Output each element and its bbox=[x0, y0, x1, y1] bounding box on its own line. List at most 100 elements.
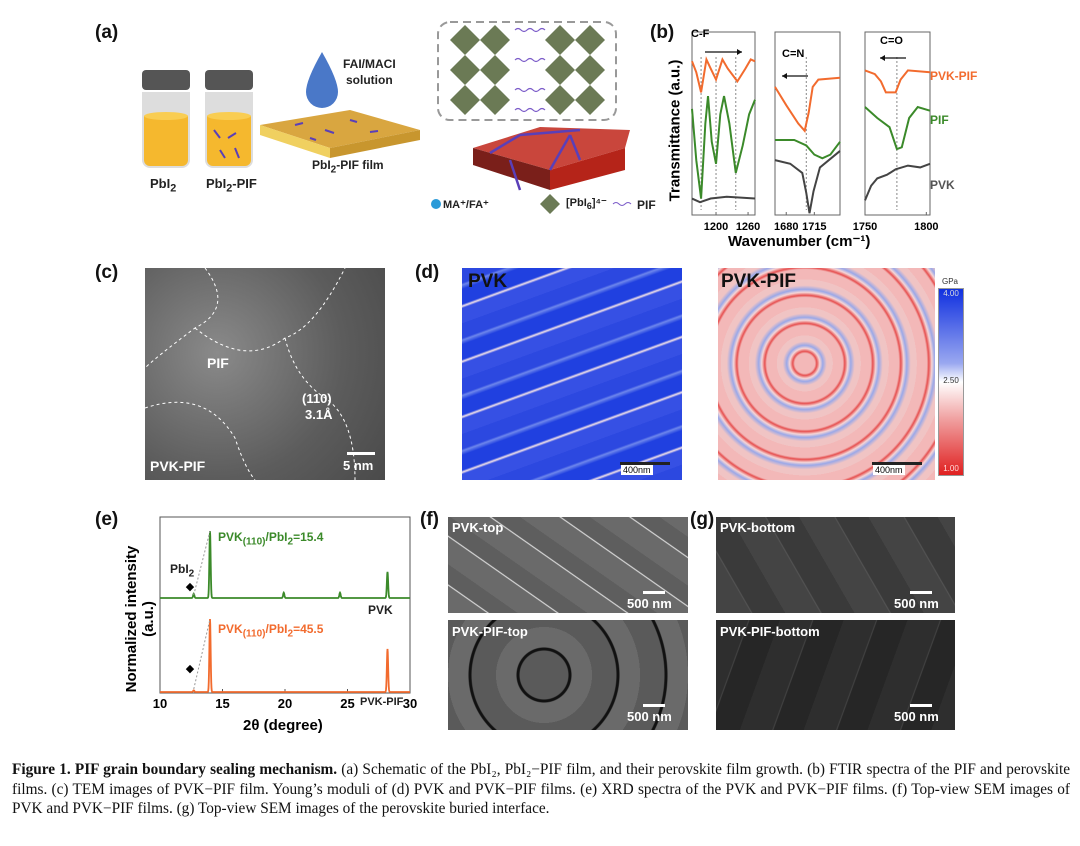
colorbar-unit: GPa bbox=[941, 277, 958, 286]
sem-f-scale-top: 500 nm bbox=[627, 596, 672, 611]
sem-g-scale-top: 500 nm bbox=[894, 596, 939, 611]
xrd-tick-label: 25 bbox=[340, 696, 354, 711]
panel-e-label: (e) bbox=[95, 509, 119, 530]
sem-f-top-label: PVK-top bbox=[452, 520, 504, 535]
afm-scale-bar-right bbox=[872, 462, 922, 465]
octahedron-icon bbox=[540, 194, 560, 214]
xrd-ratio-pvk: PVK(110)/PbI2=15.4 bbox=[218, 530, 324, 548]
schematic-a bbox=[142, 21, 632, 214]
sem-pvk-top bbox=[448, 517, 688, 613]
ftir-series-pif bbox=[864, 105, 931, 151]
colorbar bbox=[938, 288, 964, 476]
colorbar-min: 1.00 bbox=[943, 464, 959, 473]
xrd-y-axis-label: Normalized intensity (a.u.) bbox=[123, 545, 157, 693]
panel-c-label: (c) bbox=[95, 262, 119, 283]
ftir-arrow-head bbox=[880, 55, 885, 61]
afm-scale-bar-left bbox=[620, 462, 670, 465]
xrd-series-label-pvk-pif: PVK-PIF bbox=[360, 696, 404, 708]
ftir-series-pvk-pif bbox=[774, 76, 841, 133]
legend-pif: PIF bbox=[637, 198, 656, 212]
tem-pif-label: PIF bbox=[207, 355, 229, 371]
xrd-ratio-guide bbox=[193, 618, 211, 690]
sem-g-scale-bottom: 500 nm bbox=[894, 709, 939, 724]
sem-f-scale-bar-top bbox=[643, 591, 665, 594]
vial1-label: PbI2 bbox=[150, 176, 177, 195]
tem-scale-bar bbox=[347, 452, 375, 455]
sem-pvk-pif-top bbox=[448, 620, 688, 730]
ftir-chart: 1200 1260 C-F 1680 1715 C=N 1750 1800 C=O bbox=[691, 28, 939, 233]
xrd-ratio-guide bbox=[193, 530, 211, 596]
tem-spacing-label: 3.1Å bbox=[305, 407, 333, 422]
xrd-pbi2-marker: ◆ bbox=[186, 581, 195, 593]
afm-map-pvk bbox=[462, 268, 682, 480]
ftir-legend-pif: PIF bbox=[930, 113, 949, 127]
ftir-window-frame bbox=[691, 31, 756, 216]
ftir-series-pvk bbox=[691, 195, 756, 204]
xrd-pbi2-marker: ◆ bbox=[186, 663, 195, 675]
xrd-series-pvk bbox=[160, 530, 410, 599]
ftir-tick-label: 1680 bbox=[774, 221, 798, 233]
film-label: PbI2-PIF film bbox=[312, 158, 384, 176]
perovskite-block bbox=[473, 127, 630, 191]
ftir-series-pvk-pif bbox=[864, 69, 931, 94]
xrd-tick-label: 20 bbox=[278, 696, 292, 711]
sem-g-scale-bar-top bbox=[910, 591, 932, 594]
xrd-tick-label: 30 bbox=[403, 696, 417, 711]
panel-b-label: (b) bbox=[650, 22, 675, 43]
panel-g-label: (g) bbox=[690, 509, 715, 530]
legend-cation: MA⁺/FA⁺ bbox=[443, 199, 489, 211]
tem-scale-label: 5 nm bbox=[343, 458, 374, 473]
ftir-legend-pvk-pif: PVK-PIF bbox=[930, 69, 978, 83]
ftir-window-frame bbox=[864, 31, 931, 216]
afm-pvk-title: PVK bbox=[468, 271, 508, 292]
colorbar-mid: 2.50 bbox=[943, 376, 959, 385]
xrd-series-label-pvk: PVK bbox=[368, 603, 393, 617]
crystal-structure-box bbox=[437, 21, 617, 121]
xrd-ratio-pvk-pif: PVK(110)/PbI2=45.5 bbox=[218, 622, 324, 640]
colorbar-max: 4.00 bbox=[943, 289, 959, 298]
vial2-label: PbI2-PIF bbox=[206, 176, 257, 195]
tem-sample-label: PVK-PIF bbox=[150, 458, 206, 474]
sem-g-scale-bar-bottom bbox=[910, 704, 932, 707]
octahedra bbox=[450, 25, 605, 115]
afm-scale-label-right: 400nm bbox=[873, 465, 905, 475]
ftir-tick-label: 1750 bbox=[853, 221, 877, 233]
tem-plane-label: (110) bbox=[302, 391, 332, 406]
xrd-chart: 10 15 20 25 30 ◆ ◆ bbox=[153, 516, 417, 711]
afm-map-pvk-pif bbox=[718, 268, 935, 480]
panel-a-label: (a) bbox=[95, 22, 119, 43]
pif-icon bbox=[612, 202, 632, 206]
afm-pvk-pif-title: PVK-PIF bbox=[721, 271, 796, 292]
ftir-series-pvk bbox=[864, 162, 931, 201]
vial-pbi2-pif bbox=[205, 70, 253, 168]
xrd-series-pvk-pif bbox=[160, 618, 410, 693]
drop-icon bbox=[306, 52, 338, 108]
xrd-x-axis-label: 2θ (degree) bbox=[243, 717, 323, 734]
ftir-annotation: C=N bbox=[782, 48, 804, 60]
ftir-series-pif bbox=[775, 138, 841, 160]
sem-g-top-label: PVK-bottom bbox=[720, 520, 796, 535]
ftir-tick-label: 1800 bbox=[914, 221, 938, 233]
ftir-arrow-head bbox=[737, 49, 742, 55]
sem-g-bottom-label: PVK-PIF-bottom bbox=[720, 624, 820, 639]
ftir-series-pvk-pif bbox=[691, 56, 756, 93]
ftir-window-frame bbox=[774, 31, 841, 216]
ftir-tick-label: 1260 bbox=[736, 221, 760, 233]
xrd-pbi2-label: PbI2 bbox=[170, 562, 195, 580]
sem-pvk-pif-bottom bbox=[716, 620, 955, 730]
caption-lead: Figure 1. PIF grain boundary sealing mec… bbox=[12, 761, 338, 778]
tem-image bbox=[145, 268, 385, 480]
panel-d-label: (d) bbox=[415, 262, 440, 283]
sem-f-scale-bar-bottom bbox=[643, 704, 665, 707]
caption-body: (a) Schematic of the PbI₂, PbI₂−PIF film… bbox=[12, 761, 1071, 817]
ftir-tick-label: 1200 bbox=[704, 221, 728, 233]
pbi2-pif-film bbox=[260, 110, 420, 158]
ftir-x-axis-label: Wavenumber (cm⁻¹) bbox=[728, 233, 871, 250]
figure-caption: Figure 1. PIF grain boundary sealing mec… bbox=[12, 760, 1070, 819]
ftir-legend-pvk: PVK bbox=[930, 178, 955, 192]
legend-octahedron: [PbI6]⁴⁻ bbox=[566, 197, 607, 212]
cation-icon bbox=[431, 199, 441, 209]
panel-f-label: (f) bbox=[420, 509, 439, 530]
sem-pvk-bottom bbox=[716, 517, 955, 613]
